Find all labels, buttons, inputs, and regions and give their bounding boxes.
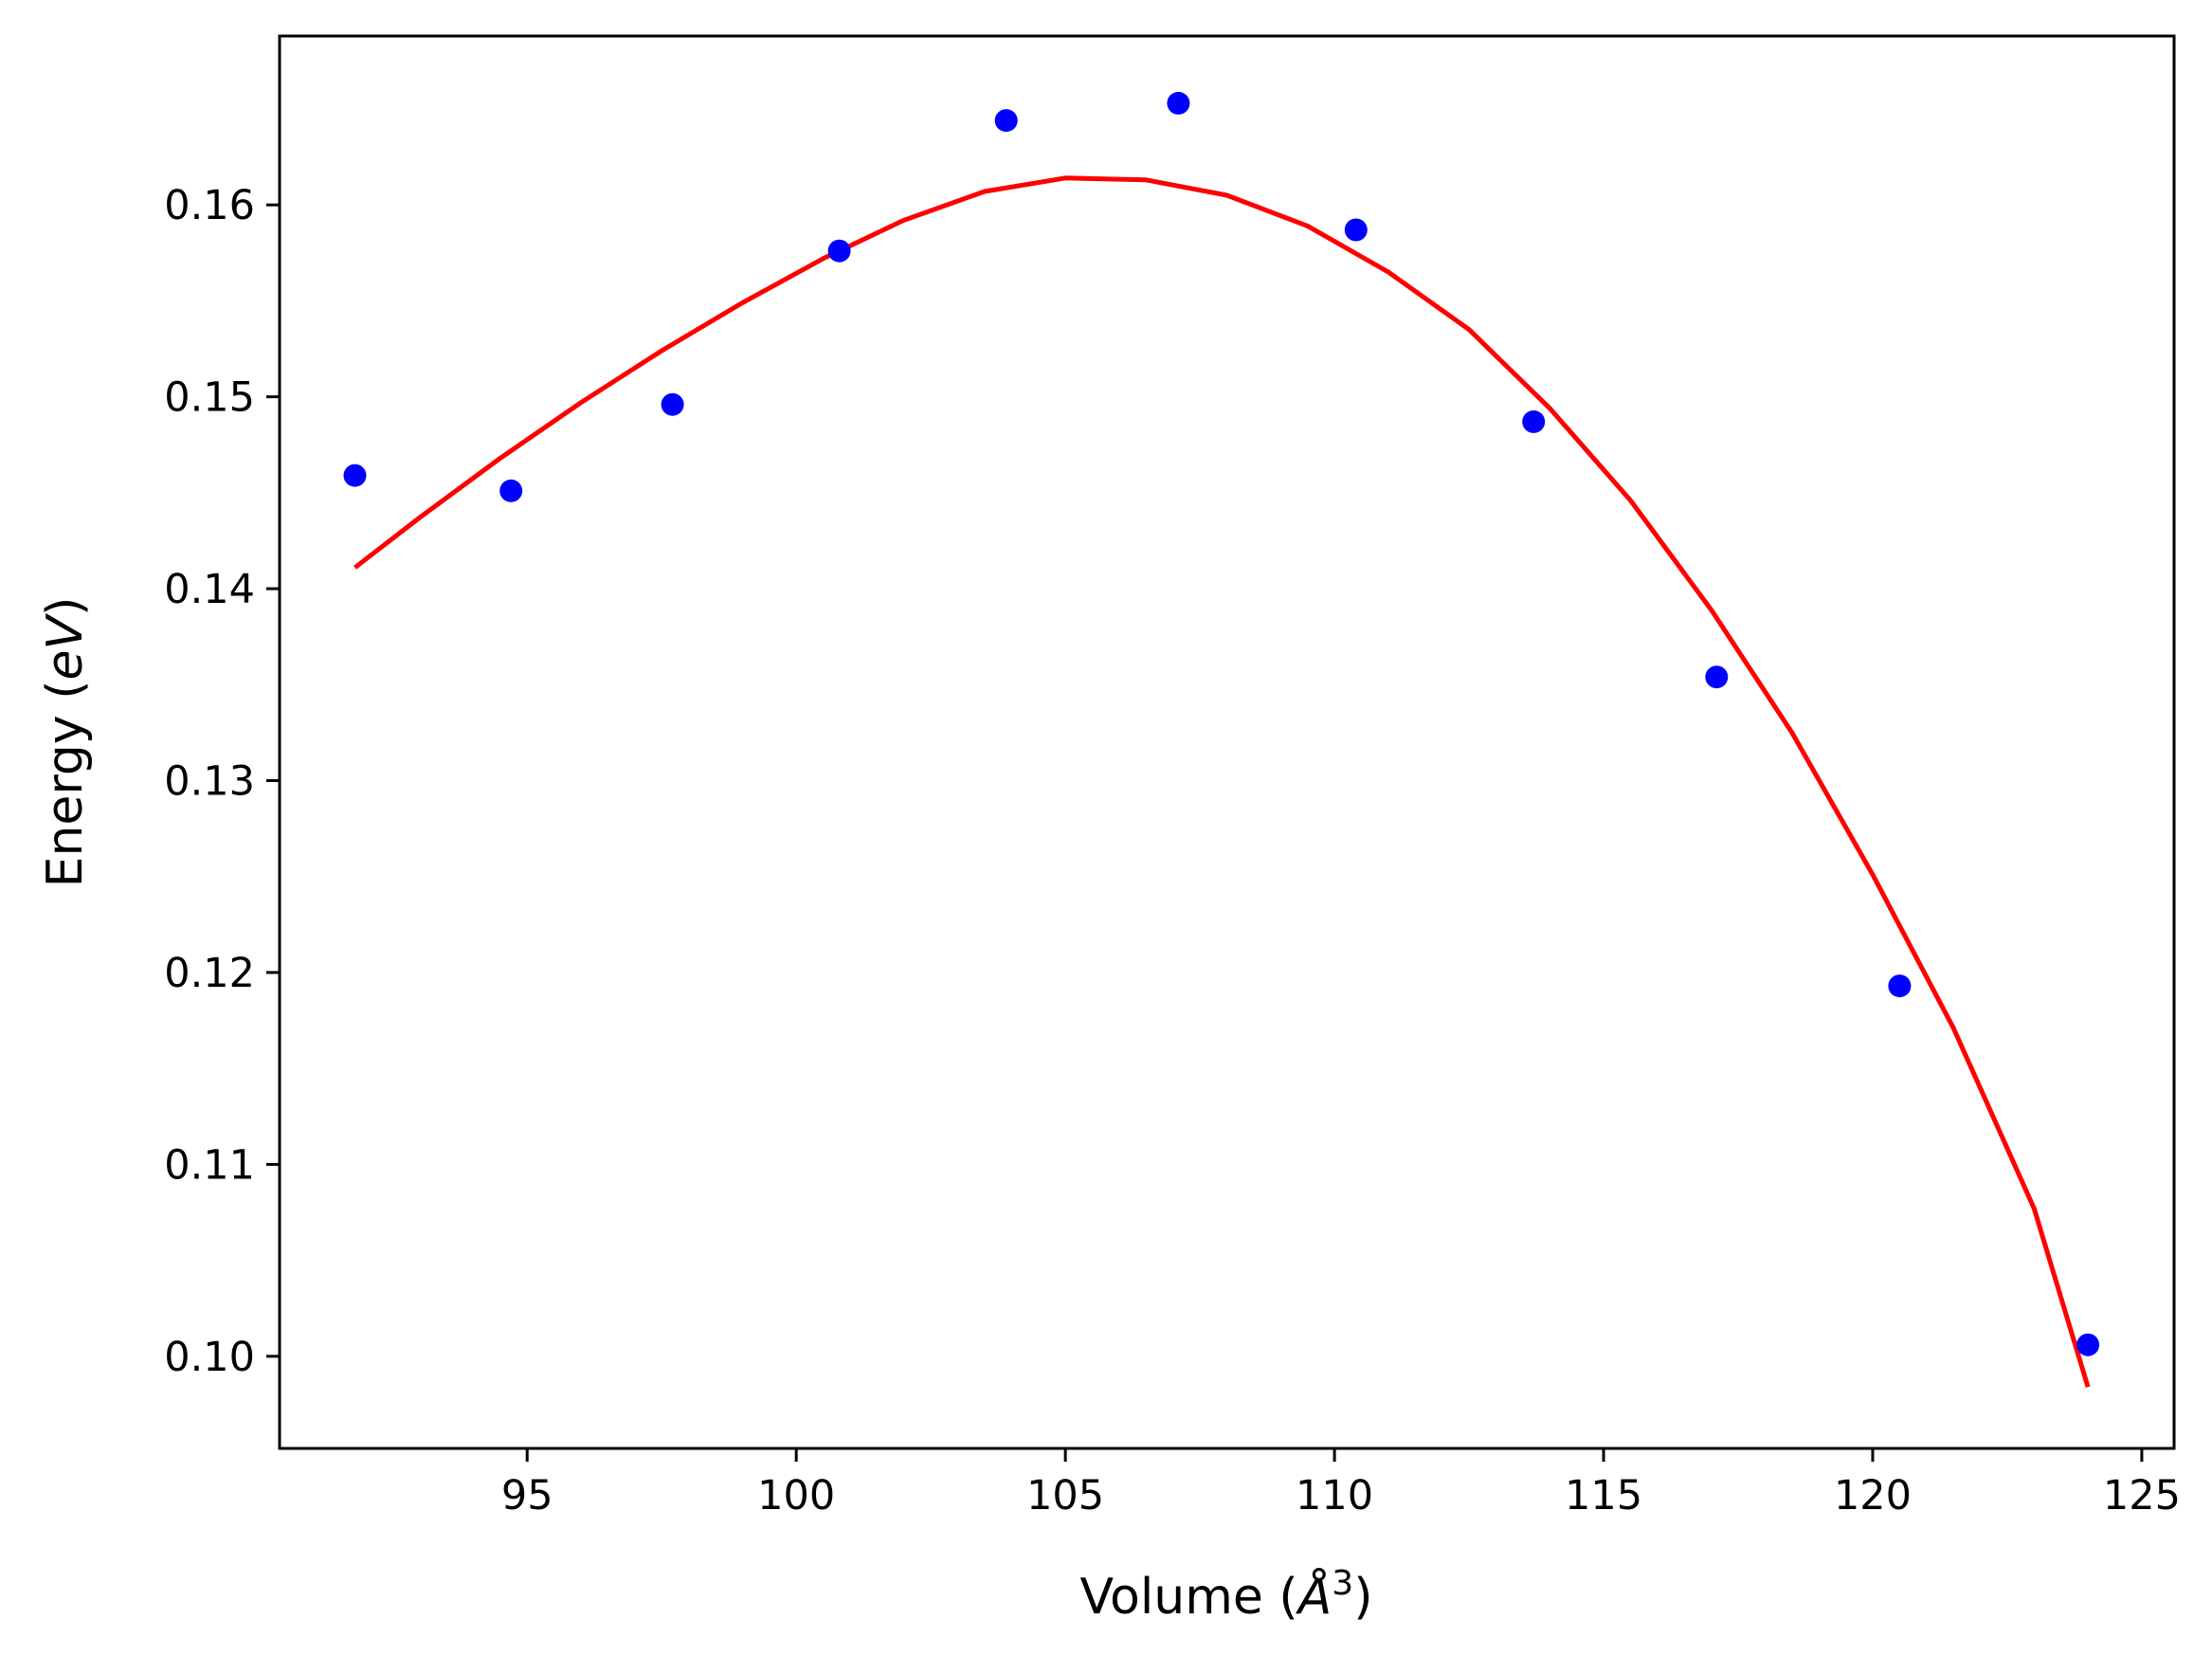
- data-point: [1705, 665, 1729, 689]
- y-tick-label: 0.10: [164, 1334, 255, 1381]
- x-tick-label: 115: [1565, 1472, 1642, 1520]
- x-axis-ticks: 95 100 105 110 115 120 125: [501, 1448, 2181, 1520]
- y-tick-label: 0.13: [164, 757, 255, 805]
- y-axis-ticks: 0.10 0.11 0.12 0.13 0.14 0.15 0.16: [164, 182, 280, 1381]
- data-point: [1344, 218, 1368, 242]
- data-point: [2076, 1333, 2100, 1356]
- data-point: [661, 392, 684, 416]
- x-tick-label: 100: [757, 1472, 835, 1520]
- x-tick-label: 95: [501, 1472, 553, 1520]
- x-tick-label: 125: [2103, 1472, 2181, 1520]
- x-axis-label: Volume (Å3): [1080, 1564, 1373, 1626]
- y-tick-label: 0.12: [164, 950, 255, 997]
- data-point: [827, 239, 851, 263]
- plot-area: [343, 91, 2100, 1388]
- y-axis-label: Energy (eV): [37, 597, 94, 888]
- y-tick-label: 0.11: [164, 1141, 255, 1189]
- data-point: [1522, 409, 1546, 433]
- data-point: [499, 479, 523, 502]
- data-point: [1167, 91, 1190, 115]
- data-point: [343, 464, 367, 487]
- data-point: [1888, 974, 1912, 998]
- data-point: [994, 109, 1018, 133]
- plot-frame: [278, 34, 2176, 1450]
- fit-curve: [353, 175, 2091, 1388]
- x-tick-label: 120: [1834, 1472, 1912, 1520]
- y-tick-label: 0.14: [164, 566, 255, 613]
- y-tick-label: 0.15: [164, 374, 255, 422]
- x-tick-label: 105: [1026, 1472, 1104, 1520]
- x-tick-label: 110: [1296, 1472, 1373, 1520]
- y-tick-label: 0.16: [164, 182, 255, 229]
